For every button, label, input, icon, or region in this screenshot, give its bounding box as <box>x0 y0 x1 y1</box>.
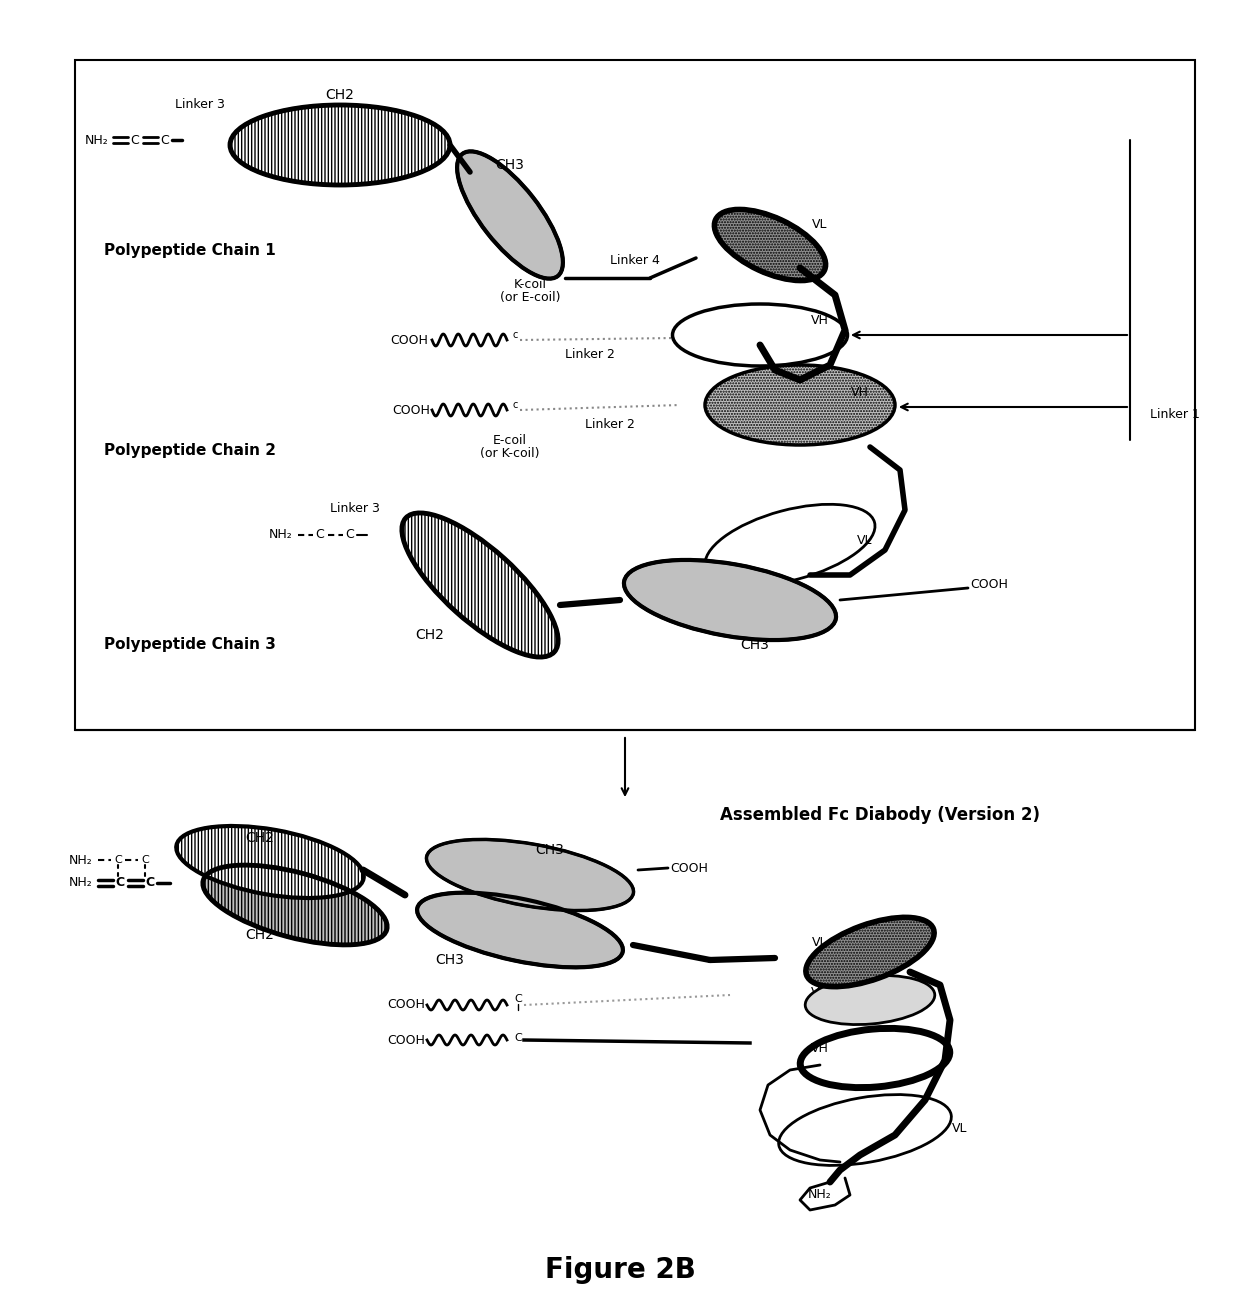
Text: VL: VL <box>812 219 828 232</box>
Ellipse shape <box>402 512 558 657</box>
Text: CH3: CH3 <box>536 842 564 857</box>
Text: Assembled Fc Diabody (Version 2): Assembled Fc Diabody (Version 2) <box>720 806 1040 824</box>
Ellipse shape <box>417 893 622 968</box>
Text: NH₂: NH₂ <box>84 133 108 146</box>
Text: NH₂: NH₂ <box>269 528 293 541</box>
Ellipse shape <box>706 365 895 445</box>
Text: E-coil: E-coil <box>494 433 527 446</box>
Ellipse shape <box>714 210 826 280</box>
Text: NH₂: NH₂ <box>69 854 93 866</box>
Text: CH2: CH2 <box>326 87 355 102</box>
Text: Polypeptide Chain 1: Polypeptide Chain 1 <box>104 243 275 257</box>
Text: NH₂: NH₂ <box>808 1188 832 1201</box>
Text: CH2: CH2 <box>415 629 444 642</box>
Text: VH: VH <box>811 313 828 326</box>
Text: c: c <box>512 330 517 340</box>
Text: K-coil: K-coil <box>513 279 547 292</box>
Text: VH: VH <box>811 987 828 999</box>
Text: CH3: CH3 <box>740 638 770 652</box>
Text: C: C <box>115 876 124 889</box>
Text: COOH: COOH <box>392 403 430 416</box>
Ellipse shape <box>176 825 363 898</box>
Text: (or E-coil): (or E-coil) <box>500 292 560 305</box>
Text: C: C <box>141 855 149 865</box>
Text: Polypeptide Chain 2: Polypeptide Chain 2 <box>104 442 277 458</box>
Text: Linker 3: Linker 3 <box>330 502 379 515</box>
Text: Polypeptide Chain 3: Polypeptide Chain 3 <box>104 638 277 652</box>
Text: c: c <box>512 400 517 409</box>
Text: Linker 4: Linker 4 <box>610 253 660 266</box>
Ellipse shape <box>458 151 563 279</box>
Text: C: C <box>145 876 155 889</box>
Text: C: C <box>346 528 355 541</box>
Ellipse shape <box>672 304 847 366</box>
Text: VH: VH <box>851 386 869 399</box>
Ellipse shape <box>806 917 934 987</box>
Text: CH3: CH3 <box>496 158 525 172</box>
Ellipse shape <box>706 505 875 585</box>
Text: Linker 3: Linker 3 <box>175 99 224 112</box>
Text: CH3: CH3 <box>435 953 465 968</box>
Text: CH2: CH2 <box>246 831 274 845</box>
Text: C: C <box>316 528 325 541</box>
Text: Figure 2B: Figure 2B <box>544 1256 696 1284</box>
Text: C: C <box>515 1033 522 1043</box>
Bar <box>74 60 1195 730</box>
Text: VL: VL <box>952 1121 967 1134</box>
Text: COOH: COOH <box>391 334 428 347</box>
Text: C: C <box>130 133 139 146</box>
Ellipse shape <box>624 559 836 640</box>
Text: COOH: COOH <box>970 579 1008 592</box>
Text: C: C <box>161 133 170 146</box>
Ellipse shape <box>203 865 387 945</box>
Ellipse shape <box>229 106 450 185</box>
Text: C: C <box>515 994 522 1004</box>
Ellipse shape <box>427 840 634 910</box>
Text: VL: VL <box>857 533 873 546</box>
Text: COOH: COOH <box>387 999 425 1012</box>
Text: (or K-coil): (or K-coil) <box>480 447 539 460</box>
Text: Linker 1: Linker 1 <box>1149 408 1200 421</box>
Ellipse shape <box>805 975 935 1025</box>
Text: COOH: COOH <box>387 1034 425 1047</box>
Ellipse shape <box>779 1094 951 1166</box>
Text: COOH: COOH <box>670 862 708 875</box>
Text: CH2: CH2 <box>246 928 274 941</box>
Text: NH₂: NH₂ <box>758 612 782 625</box>
Text: Linker 2: Linker 2 <box>565 348 615 361</box>
Ellipse shape <box>800 1029 950 1088</box>
Text: Linker 2: Linker 2 <box>585 417 635 430</box>
Text: C: C <box>114 855 122 865</box>
Text: VL: VL <box>812 936 828 949</box>
Text: VH: VH <box>811 1042 828 1055</box>
Text: NH₂: NH₂ <box>69 876 93 889</box>
